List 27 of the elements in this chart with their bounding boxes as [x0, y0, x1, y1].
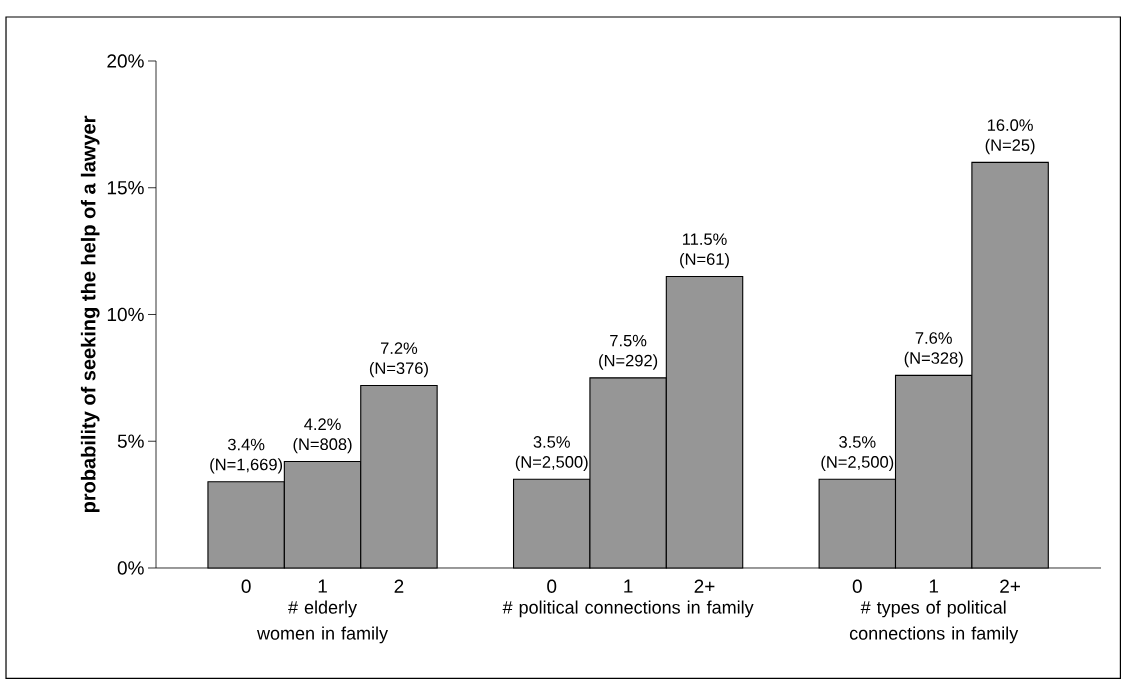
text: # elderly women in family — [257, 600, 388, 644]
y-tick-label: 20% — [107, 54, 144, 68]
y-axis-title: probability of seeking the help of a lawyer — [80, 115, 100, 513]
data-label: 7.5% (N=292) — [599, 334, 658, 370]
data-label: 7.2% (N=376) — [369, 342, 428, 378]
x-tick-label: 0 — [547, 579, 557, 593]
y-tick-label: 15% — [107, 181, 144, 195]
y-tick-label: 5% — [117, 434, 144, 448]
data-label: 4.2% (N=808) — [293, 418, 352, 454]
data-label: 7.6% (N=328) — [904, 332, 963, 368]
data-label: 3.5% (N=2,500) — [821, 436, 894, 472]
x-tick-label: 2+ — [694, 579, 715, 593]
y-tick-label: 0% — [117, 561, 144, 575]
data-label: 3.5% (N=2,500) — [515, 436, 588, 472]
x-tick-label: 0 — [241, 579, 251, 593]
text: # types of political connections in family — [849, 600, 1019, 644]
x-tick-label: 0 — [852, 579, 862, 593]
data-label: 11.5% (N=61) — [680, 233, 729, 269]
data-label: 3.4% (N=1,669) — [210, 438, 283, 474]
text: # political connections in family — [502, 600, 754, 618]
y-tick-label: 10% — [107, 307, 144, 322]
x-tick-label: 2+ — [1000, 579, 1020, 593]
x-tick-label: 1 — [624, 579, 633, 593]
x-tick-label: 1 — [929, 579, 939, 593]
x-tick-label: 2 — [394, 579, 404, 593]
x-tick-label: 1 — [318, 579, 327, 593]
data-label: 16.0% (N=25) — [985, 119, 1035, 155]
